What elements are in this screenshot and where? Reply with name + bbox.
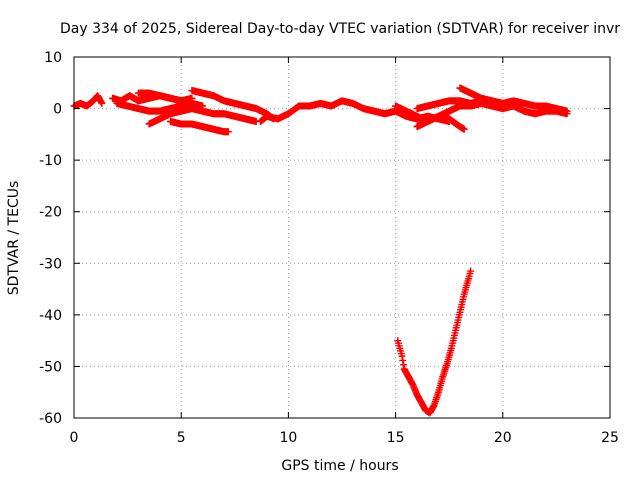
y-axis-label: SDTVAR / TECUs <box>6 181 22 296</box>
x-tick-label: 25 <box>601 430 619 446</box>
x-axis-label: GPS time / hours <box>281 458 398 474</box>
y-tick-label: -20 <box>39 205 62 221</box>
x-axis: 0 5 10 15 20 25 <box>70 57 619 446</box>
data-point <box>563 107 571 115</box>
data-point <box>399 356 407 364</box>
data-track <box>145 105 260 128</box>
y-tick-label: 0 <box>53 102 62 118</box>
x-tick-label: 15 <box>387 430 405 446</box>
x-tick-label: 20 <box>494 430 512 446</box>
y-axis: 10 0 -10 -20 -30 -40 -50 -60 <box>39 50 610 427</box>
data-track <box>166 117 232 136</box>
data-track <box>134 89 207 110</box>
data-point <box>224 128 232 136</box>
x-tick-label: 10 <box>279 430 297 446</box>
data-point <box>98 99 106 107</box>
data-point <box>460 125 468 133</box>
plot-frame <box>73 56 611 419</box>
data-track <box>113 99 196 115</box>
y-tick-label: -40 <box>39 308 62 324</box>
y-tick-label: -10 <box>39 153 62 169</box>
y-tick-label: -60 <box>39 411 62 427</box>
data-track <box>70 92 106 110</box>
y-tick-label: -50 <box>39 359 62 375</box>
y-tick-label: -30 <box>39 256 62 272</box>
y-tick-label: 10 <box>44 50 62 66</box>
data-series <box>70 84 571 417</box>
data-point <box>399 361 407 369</box>
x-tick-label: 0 <box>70 430 79 446</box>
data-track <box>392 102 468 133</box>
data-point <box>398 352 406 360</box>
data-track <box>394 267 475 417</box>
data-point <box>467 267 475 275</box>
data-track <box>456 84 571 115</box>
x-tick-label: 5 <box>177 430 186 446</box>
data-track <box>188 87 277 123</box>
chart-title: Day 334 of 2025, Sidereal Day-to-day VTE… <box>60 21 620 37</box>
